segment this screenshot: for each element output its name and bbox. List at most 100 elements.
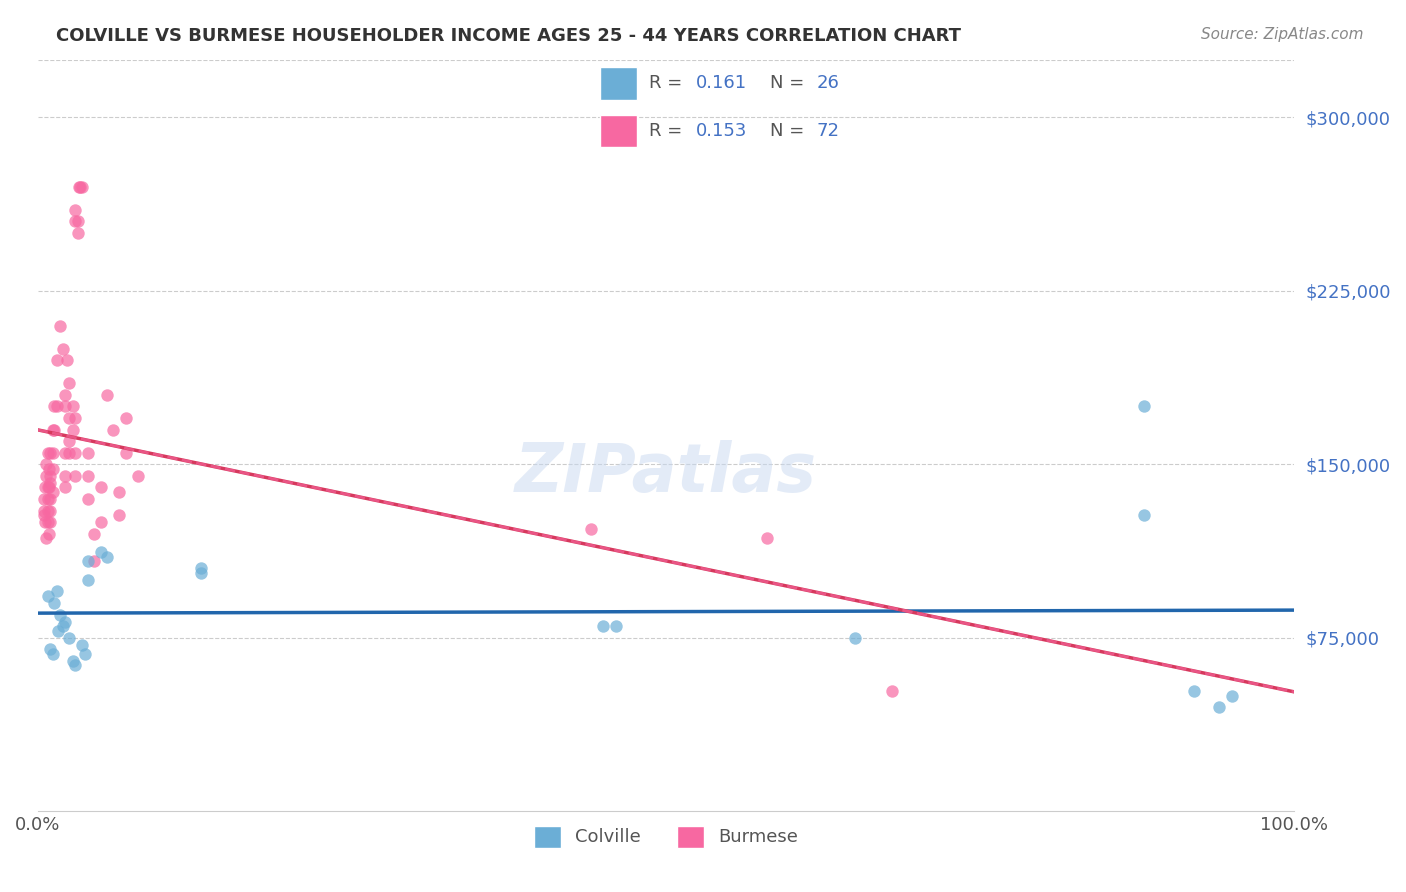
Point [38,526,60,541]
Point [37,446,59,460]
Point [190,561,212,575]
Point [53,468,76,483]
Point [45,353,67,368]
Point [108,508,131,523]
Point [32,491,55,506]
Text: 72: 72 [817,121,839,139]
Point [32,508,55,523]
Point [1182,684,1205,698]
Point [53,446,76,460]
Point [1220,689,1243,703]
FancyBboxPatch shape [600,68,637,100]
Point [75,647,97,661]
Point [52,342,75,356]
Text: R =: R = [650,75,689,93]
Point [53,388,76,402]
Point [53,480,76,494]
Text: 26: 26 [817,75,839,93]
Point [67,179,90,194]
Point [77,446,100,460]
Point [37,589,59,603]
Point [45,584,67,599]
Point [89,545,111,559]
Point [65,411,87,425]
Point [108,485,131,500]
Point [39,515,62,529]
Point [38,480,60,494]
Point [45,400,67,414]
Point [58,631,80,645]
Point [579,522,602,536]
Point [96,388,118,402]
Point [62,654,84,668]
Point [77,468,100,483]
Point [114,446,136,460]
Point [49,318,72,333]
Point [38,462,60,476]
Point [39,446,62,460]
Point [882,684,904,698]
Point [1208,700,1230,714]
Point [70,638,93,652]
Point [37,480,59,494]
Point [605,619,627,633]
Point [49,607,72,622]
Point [77,491,100,506]
Point [53,615,76,629]
Point [101,423,124,437]
Point [62,423,84,437]
Point [52,619,75,633]
Point [1132,508,1154,523]
Point [58,434,80,449]
Point [62,400,84,414]
Text: R =: R = [650,121,689,139]
Point [42,446,65,460]
Point [66,226,89,240]
Point [65,468,87,483]
Point [1132,400,1154,414]
Point [37,491,59,506]
Point [42,462,65,476]
Point [35,468,58,483]
Point [65,202,87,217]
Point [35,458,58,472]
Point [58,446,80,460]
Point [96,549,118,564]
Point [34,480,56,494]
Point [42,647,65,661]
Point [70,179,93,194]
Point [39,642,62,657]
Point [53,400,76,414]
Point [65,446,87,460]
Point [114,411,136,425]
Point [39,491,62,506]
Point [65,214,87,228]
Point [37,515,59,529]
Point [46,624,69,638]
Point [755,531,778,545]
Point [39,468,62,483]
Point [89,515,111,529]
Point [65,658,87,673]
Text: N =: N = [770,121,810,139]
Point [58,376,80,391]
Text: Source: ZipAtlas.com: Source: ZipAtlas.com [1201,27,1364,42]
Text: 0.153: 0.153 [696,121,747,139]
Point [37,503,59,517]
Point [127,468,149,483]
Text: COLVILLE VS BURMESE HOUSEHOLDER INCOME AGES 25 - 44 YEARS CORRELATION CHART: COLVILLE VS BURMESE HOUSEHOLDER INCOME A… [56,27,962,45]
Point [592,619,614,633]
Point [69,179,91,194]
Point [77,573,100,587]
Point [42,485,65,500]
Point [58,411,80,425]
Text: N =: N = [770,75,810,93]
Point [34,515,56,529]
Point [35,531,58,545]
Text: ZIPatlas: ZIPatlas [515,440,817,506]
Point [39,475,62,490]
Point [77,554,100,568]
Point [66,214,89,228]
FancyBboxPatch shape [600,114,637,146]
Text: 0.161: 0.161 [696,75,747,93]
